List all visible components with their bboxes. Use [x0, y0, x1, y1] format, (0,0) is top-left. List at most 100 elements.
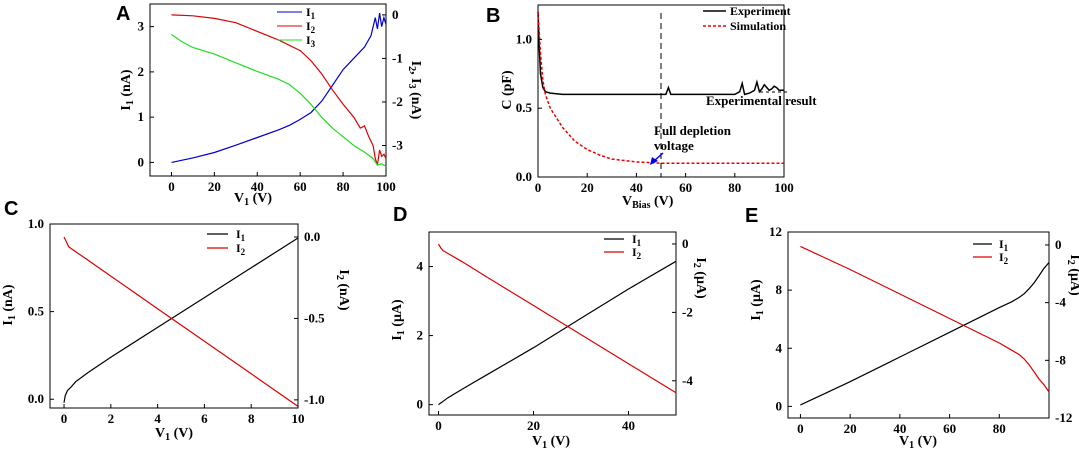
- y-tick-label-d: 2: [417, 328, 424, 343]
- panel-a: A 0 20 40 60 80 100 0 1 2 3 0 -1 -2 -3 V1 (V) I1 (nA)…: [116, 3, 423, 208]
- y-axis-label-d: I1 (μA): [390, 299, 407, 341]
- series-line-simulation-b: [537, 11, 784, 164]
- y-tick-label-a: 3: [138, 19, 145, 34]
- legend-label-i1: I1: [306, 5, 316, 21]
- x-tick-label-b: 100: [774, 180, 794, 195]
- x-tick-label-a: 100: [376, 179, 396, 194]
- y-tick-label-e: 4: [776, 340, 783, 355]
- x-axis-label-a: V1 (V): [234, 191, 272, 208]
- legend-label-i2: I2: [632, 245, 642, 261]
- depletion-arrow-head: [650, 157, 658, 165]
- panel-c: C 0 2 4 6 8 10 0.0 0.5 1.0 0.0 -0.5 -1.0 V1 (V) I1 …: [1, 198, 351, 443]
- panel-label-a: A: [116, 3, 130, 25]
- panel-b: B 0 20 40 60 80 100 0.0 0.5 1.0 VBias (V) C (pF)…: [486, 4, 817, 211]
- x-tick-label-c: 8: [248, 411, 255, 426]
- panel-label-b: B: [486, 5, 500, 27]
- series-line-i2-a: [171, 14, 387, 166]
- x-tick-label-a: 40: [251, 179, 264, 194]
- legend-a: I1 I2 I3: [277, 5, 316, 49]
- y2-axis-label-a: I2, I3 (nA): [406, 61, 423, 120]
- y-tick-label-c: 0.0: [28, 391, 44, 406]
- x-tick-label-a: 60: [294, 179, 307, 194]
- y-tick-label-e: 12: [769, 224, 782, 239]
- x-tick-label-e: 80: [993, 421, 1006, 436]
- panel-label-c: C: [4, 198, 18, 220]
- x-tick-label-a: 20: [208, 179, 221, 194]
- y2-axis-label-e: I2 (μA): [1065, 254, 1079, 296]
- y-tick-label-c: 1.0: [28, 216, 44, 231]
- legend-label-i2: I2: [236, 241, 246, 257]
- x-axis-label-e: V1 (V): [899, 434, 937, 451]
- x-tick-label-e: 0: [797, 421, 804, 436]
- legend-label-i1: I1: [236, 227, 246, 243]
- y2-tick-label-a: -1: [392, 50, 403, 65]
- legend-label-i1: I1: [999, 237, 1009, 253]
- y2-tick-label-e: -12: [1055, 410, 1072, 425]
- legend-label-simulation: Simulation: [730, 19, 786, 33]
- plot-frame-a: [149, 3, 387, 177]
- series-line-i3-a: [171, 34, 387, 167]
- y2-tick-label-a: -3: [392, 138, 403, 153]
- legend-c: I1 I2: [207, 227, 246, 257]
- plot-frame-e: [787, 231, 1050, 419]
- x-tick-label-b: 60: [679, 180, 692, 195]
- y-tick-label-a: 2: [138, 64, 145, 79]
- x-tick-label-c: 10: [292, 411, 305, 426]
- y-tick-label-d: 0: [417, 397, 424, 412]
- x-tick-label-b: 40: [630, 180, 643, 195]
- x-tick-label-a: 80: [337, 179, 350, 194]
- y2-tick-label-c: 0.0: [304, 229, 320, 244]
- series-line-i2-d: [437, 243, 677, 394]
- x-tick-label-b: 0: [535, 180, 542, 195]
- y-tick-label-e: 0: [776, 398, 783, 413]
- x-tick-label-a: 0: [168, 179, 175, 194]
- legend-label-i2: I2: [999, 250, 1009, 266]
- y2-tick-label-a: -2: [392, 94, 403, 109]
- y-tick-label-b: 1.0: [516, 31, 532, 46]
- y2-tick-label-d: -4: [682, 373, 693, 388]
- legend-label-i2: I2: [306, 19, 316, 35]
- x-tick-label-d: 20: [527, 418, 540, 433]
- y-tick-label-d: 4: [417, 259, 424, 274]
- annotation-full-depletion: Full depletion: [654, 123, 732, 138]
- y2-tick-label-e: -8: [1055, 352, 1066, 367]
- panel-label-d: D: [393, 204, 407, 226]
- x-tick-label-b: 80: [728, 180, 741, 195]
- y-axis-label-e: I1 (μA): [749, 279, 766, 321]
- y2-tick-label-c: -1.0: [304, 392, 325, 407]
- x-tick-label-c: 6: [201, 411, 208, 426]
- y2-axis-label-c: I2 (nA): [334, 269, 351, 311]
- y2-axis-label-d: I2 (μA): [691, 257, 708, 299]
- series-line-experiment-b: [537, 11, 784, 96]
- plot-frame-d: [428, 231, 677, 416]
- y2-tick-label-a: 0: [392, 7, 399, 22]
- x-tick-label-b: 20: [581, 180, 594, 195]
- y-axis-label-c: I1 (nA): [1, 284, 18, 326]
- legend-b: Experiment Simulation: [703, 4, 791, 33]
- x-axis-label-c: V1 (V): [155, 426, 193, 443]
- y2-tick-label-e: -4: [1055, 295, 1066, 310]
- y-tick-label-b: 0.5: [516, 100, 533, 115]
- legend-e: I1 I2: [973, 237, 1009, 266]
- x-tick-label-c: 2: [108, 411, 115, 426]
- legend-d: I1 I2: [604, 232, 642, 261]
- series-line-i1-d: [438, 260, 677, 406]
- x-tick-label-c: 0: [61, 411, 68, 426]
- x-tick-label-d: 0: [435, 418, 442, 433]
- annotation-voltage: voltage: [654, 138, 694, 153]
- series-line-i1-e: [800, 262, 1050, 406]
- series-line-i1-c: [63, 237, 299, 403]
- y-axis-label-b: C (pF): [500, 70, 515, 110]
- series-line-i1-a: [171, 13, 387, 163]
- x-tick-label-e: 20: [844, 421, 857, 436]
- series-line-i2-e: [800, 245, 1050, 393]
- x-tick-label-e: 60: [943, 421, 956, 436]
- y-axis-label-a: I1 (nA): [119, 69, 136, 111]
- x-tick-label-e: 40: [893, 421, 906, 436]
- panel-label-e: E: [745, 205, 758, 227]
- y-tick-label-c: 0.5: [28, 304, 45, 319]
- y2-tick-label-c: -0.5: [304, 310, 325, 325]
- y-tick-label-a: 0: [138, 154, 145, 169]
- legend-label-experiment: Experiment: [730, 4, 791, 18]
